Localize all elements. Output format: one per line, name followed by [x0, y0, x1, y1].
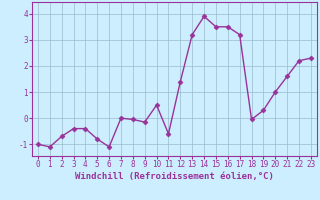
X-axis label: Windchill (Refroidissement éolien,°C): Windchill (Refroidissement éolien,°C) [75, 172, 274, 181]
